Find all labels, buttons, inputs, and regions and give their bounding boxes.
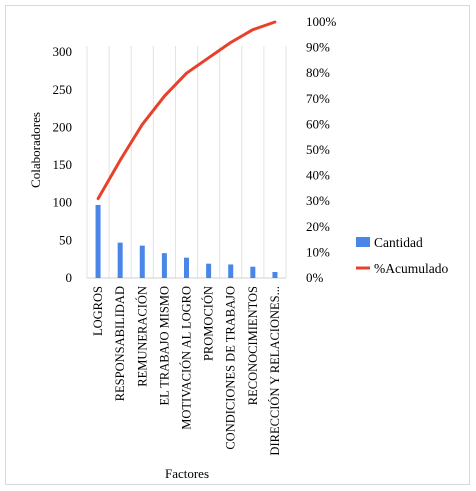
y-tick-label: 200 xyxy=(53,119,73,134)
y2-tick-label: 40% xyxy=(306,168,330,183)
y2-tick-label: 100% xyxy=(306,14,337,29)
y-tick-label: 50 xyxy=(59,232,72,247)
y-tick-label: 300 xyxy=(53,44,73,59)
bar xyxy=(184,258,189,278)
category-label: DIRECCIÓN Y RELACIONES... xyxy=(268,286,282,456)
legend-label-acumulado: %Acumulado xyxy=(374,261,448,276)
category-label: CONDICIONES DE TRABAJO xyxy=(224,286,238,450)
bar xyxy=(250,267,255,278)
bar xyxy=(140,246,145,278)
y2-tick-label: 20% xyxy=(306,219,330,234)
category-label: REMUNERACIÓN xyxy=(135,286,149,387)
y2-tick-label: 80% xyxy=(306,65,330,80)
x-axis-title: Factores xyxy=(165,466,209,481)
bar xyxy=(228,264,233,278)
legend-swatch-cantidad xyxy=(356,237,370,247)
y2-tick-label: 30% xyxy=(306,193,330,208)
bar xyxy=(272,272,277,278)
bar xyxy=(162,253,167,278)
gridlines xyxy=(87,46,286,278)
bar xyxy=(96,205,101,278)
category-labels: LOGROS RESPONSABILIDAD REMUNERACIÓN EL TRAB… xyxy=(91,286,282,456)
legend: Cantidad %Acumulado xyxy=(356,235,448,276)
category-label: MOTIVACIÓN AL LOGRO xyxy=(180,286,194,430)
y-tick-label: 150 xyxy=(53,157,73,172)
right-axis-ticks: 0% 10% 20% 30% 40% 50% 60% 70% 80% 90% 100% xyxy=(306,14,337,285)
bar xyxy=(206,264,211,278)
y2-tick-label: 70% xyxy=(306,91,330,106)
y2-tick-label: 60% xyxy=(306,116,330,131)
category-label: LOGROS xyxy=(91,286,105,336)
line-series-acumulado xyxy=(98,22,275,199)
y2-tick-label: 10% xyxy=(306,244,330,259)
bar xyxy=(118,243,123,278)
y2-tick-label: 50% xyxy=(306,142,330,157)
y-axis-title: Colaboradores xyxy=(28,112,43,188)
left-axis-ticks: 0 50 100 150 200 250 300 xyxy=(53,44,73,285)
y-tick-label: 100 xyxy=(53,195,73,210)
category-label: PROMOCIÓN xyxy=(202,286,216,361)
category-label: EL TRABAJO MISMO xyxy=(157,286,171,405)
category-label: RESPONSABILIDAD xyxy=(113,286,127,401)
category-label: RECONOCIMIENTOS xyxy=(246,286,260,405)
bar-series-cantidad xyxy=(96,205,278,278)
y-tick-label: 0 xyxy=(66,270,73,285)
y-tick-label: 250 xyxy=(53,82,73,97)
legend-label-cantidad: Cantidad xyxy=(374,235,423,250)
y2-tick-label: 90% xyxy=(306,40,330,55)
y2-tick-label: 0% xyxy=(306,270,324,285)
